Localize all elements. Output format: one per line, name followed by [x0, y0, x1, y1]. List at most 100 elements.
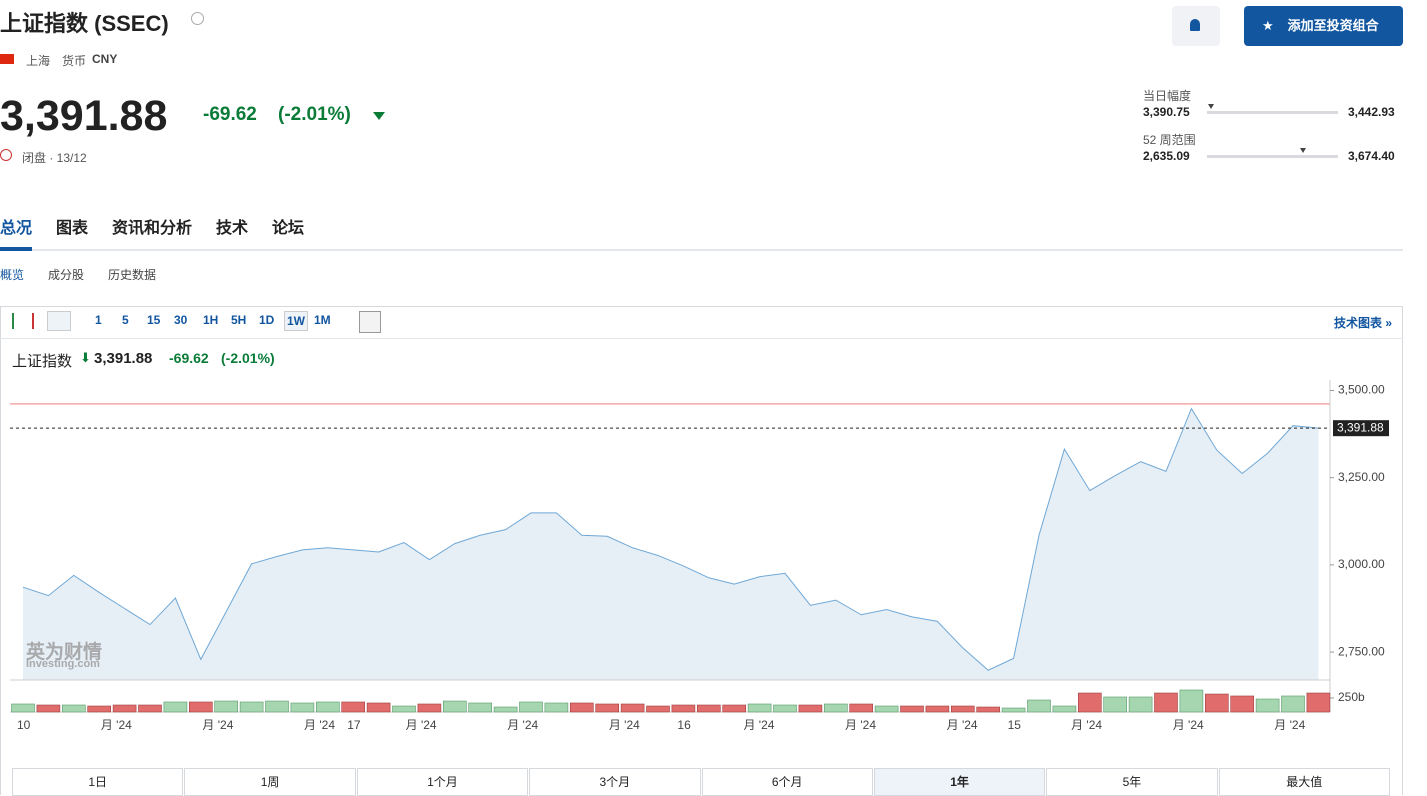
- interval[interactable]: 1H: [203, 313, 219, 327]
- interval[interactable]: 1M: [314, 313, 331, 327]
- y-tick-label: 3,500.00: [1338, 383, 1385, 397]
- legend-price: 3,391.88: [94, 350, 153, 367]
- chart-frame: [0, 306, 1403, 795]
- volume-bar: [1001, 707, 1026, 713]
- period-button[interactable]: 5年: [1046, 768, 1218, 796]
- legend-change: -69.62: [169, 350, 209, 366]
- period-button[interactable]: 最大值: [1218, 768, 1390, 796]
- subtab[interactable]: 历史数据: [108, 268, 157, 282]
- alert-button[interactable]: [1172, 6, 1220, 46]
- v-tick-label: 250b: [1338, 690, 1365, 704]
- volume-bar: [722, 704, 747, 713]
- legend-name: 上证指数: [12, 353, 73, 370]
- interval[interactable]: 1W: [284, 311, 308, 331]
- x-tick-label: 17: [347, 718, 361, 732]
- range-high: 3,674.40: [1348, 149, 1395, 163]
- legend-arrow: ⬇: [80, 350, 91, 365]
- table-icon[interactable]: [359, 311, 381, 333]
- change-pct: (-2.01%): [278, 104, 351, 125]
- volume-bar: [1230, 695, 1254, 713]
- volume-bar: [1281, 695, 1305, 713]
- volume-bar: [1306, 692, 1331, 713]
- tab[interactable]: 总况: [0, 220, 33, 237]
- flag: [0, 54, 14, 64]
- volume-bar: [493, 706, 518, 713]
- legend-change-pct: (-2.01%): [221, 350, 275, 366]
- range-marker: [1300, 148, 1307, 153]
- volume-bar: [1255, 698, 1280, 713]
- tab[interactable]: 资讯和分析: [112, 220, 193, 237]
- subtab[interactable]: 成分股: [48, 268, 85, 282]
- period-button[interactable]: 1个月: [356, 768, 529, 796]
- info-icon[interactable]: [191, 12, 204, 25]
- line-icon[interactable]: [47, 311, 71, 331]
- volume-bar: [1154, 692, 1178, 713]
- last-price-box: [1333, 420, 1389, 437]
- period-button[interactable]: 1年: [873, 768, 1046, 796]
- volume-bar: [189, 701, 213, 713]
- area: [23, 408, 1319, 680]
- period-button[interactable]: 3个月: [529, 768, 701, 796]
- interval[interactable]: 5H: [231, 313, 247, 327]
- candle-icon[interactable]: [12, 313, 34, 329]
- volume-bar: [1128, 696, 1153, 713]
- button-label: 添加至投资组合: [1287, 18, 1379, 33]
- tab[interactable]: 图表: [56, 220, 89, 237]
- volume-bar: [976, 706, 1001, 713]
- last-price-label: 3,391.88: [1337, 420, 1384, 434]
- status: 闭盘 · 13/12: [22, 151, 87, 165]
- volume-bar: [87, 705, 111, 713]
- volume-bar: [341, 701, 366, 713]
- x-tick-label: 月 '24: [304, 718, 335, 732]
- add-portfolio-button[interactable]: ★ 添加至投资组合: [1244, 6, 1403, 46]
- volume-bar: [925, 705, 950, 713]
- interval[interactable]: 15: [147, 313, 161, 327]
- tech-chart-link[interactable]: 技术图表 »: [1334, 316, 1393, 330]
- range-bar: [1207, 111, 1338, 114]
- tab[interactable]: 论坛: [272, 220, 305, 237]
- range-bar: [1207, 155, 1338, 158]
- volume-bar: [11, 703, 35, 713]
- tab-divider: [0, 249, 1403, 251]
- tab[interactable]: 技术: [216, 220, 249, 237]
- currency-label: 货币: [62, 54, 87, 68]
- price: 3,391.88: [0, 92, 168, 140]
- volume-bar: [1052, 705, 1077, 713]
- volume-bar: [569, 702, 594, 713]
- period-button[interactable]: 1日: [12, 768, 184, 796]
- volume-bar: [163, 701, 188, 713]
- interval[interactable]: 1D: [259, 313, 275, 327]
- volume-bar: [392, 705, 416, 713]
- volume-bar: [900, 705, 924, 713]
- volume-bar: [366, 702, 391, 713]
- volume-bar: [620, 703, 645, 713]
- interval[interactable]: 30: [174, 313, 188, 327]
- bell-icon: [1190, 19, 1200, 31]
- change: -69.62: [203, 104, 257, 125]
- x-tick-label: 16: [677, 718, 691, 732]
- x-tick-label: 月 '24: [947, 718, 978, 732]
- exchange: 上海: [26, 54, 51, 68]
- range-label: 当日幅度: [1143, 89, 1192, 103]
- y-tick-label: 3,000.00: [1338, 557, 1385, 571]
- volume-bar: [1078, 692, 1102, 713]
- subtab[interactable]: 概览: [0, 268, 25, 282]
- volume-bar: [519, 701, 543, 713]
- volume-bar: [798, 704, 823, 713]
- volume-bar: [773, 704, 797, 713]
- period-button[interactable]: 6个月: [701, 768, 873, 796]
- volume-bar: [138, 704, 162, 713]
- volume-bar: [290, 702, 315, 713]
- x-tick-label: 月 '24: [1274, 718, 1305, 732]
- volume-bar: [112, 704, 137, 713]
- currency: CNY: [92, 52, 118, 66]
- tab-underline: [0, 247, 32, 251]
- period-button[interactable]: 1周: [184, 768, 356, 796]
- volume-bar: [36, 704, 61, 713]
- interval[interactable]: 5: [122, 313, 129, 327]
- volume-bar: [1103, 696, 1127, 713]
- range-low: 2,635.09: [1143, 149, 1190, 163]
- down-arrow: [373, 112, 385, 120]
- interval[interactable]: 1: [95, 313, 102, 327]
